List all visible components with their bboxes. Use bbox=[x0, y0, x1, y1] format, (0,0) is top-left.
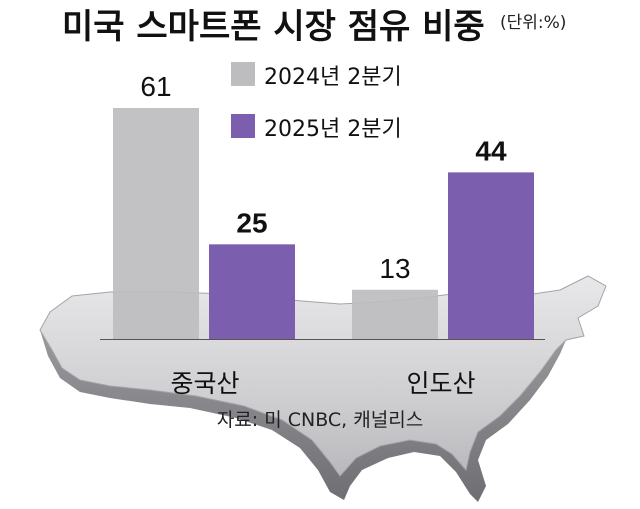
bar-2024-india bbox=[352, 289, 438, 339]
bars-group bbox=[100, 108, 545, 340]
legend-swatch-2024 bbox=[231, 62, 255, 86]
legend-label-2025: 2025년 2분기 bbox=[264, 117, 402, 142]
source-note: 자료: 미 CNBC, 캐널리스 bbox=[217, 409, 423, 431]
category-label-india: 인도산 bbox=[406, 369, 475, 398]
chart-title: 미국 스마트폰 시장 점유 비중 bbox=[62, 7, 485, 47]
value-label-2025-china: 25 bbox=[236, 207, 267, 238]
legend-swatch-2025 bbox=[231, 114, 255, 138]
category-label-china: 중국산 bbox=[170, 369, 239, 398]
legend-label-2024: 2024년 2분기 bbox=[264, 65, 402, 90]
bar-2025-china bbox=[209, 244, 295, 339]
bar-2025-india bbox=[448, 172, 534, 339]
value-label-2025-india: 44 bbox=[475, 135, 507, 166]
unit-label: (단위:%) bbox=[500, 13, 566, 33]
value-labels-group: 61 13 25 44 bbox=[140, 71, 507, 284]
value-label-2024-india: 13 bbox=[379, 253, 410, 284]
value-label-2024-china: 61 bbox=[140, 71, 171, 102]
bar-2024-china bbox=[113, 108, 199, 339]
legend: 2024년 2분기 2025년 2분기 bbox=[231, 62, 402, 142]
